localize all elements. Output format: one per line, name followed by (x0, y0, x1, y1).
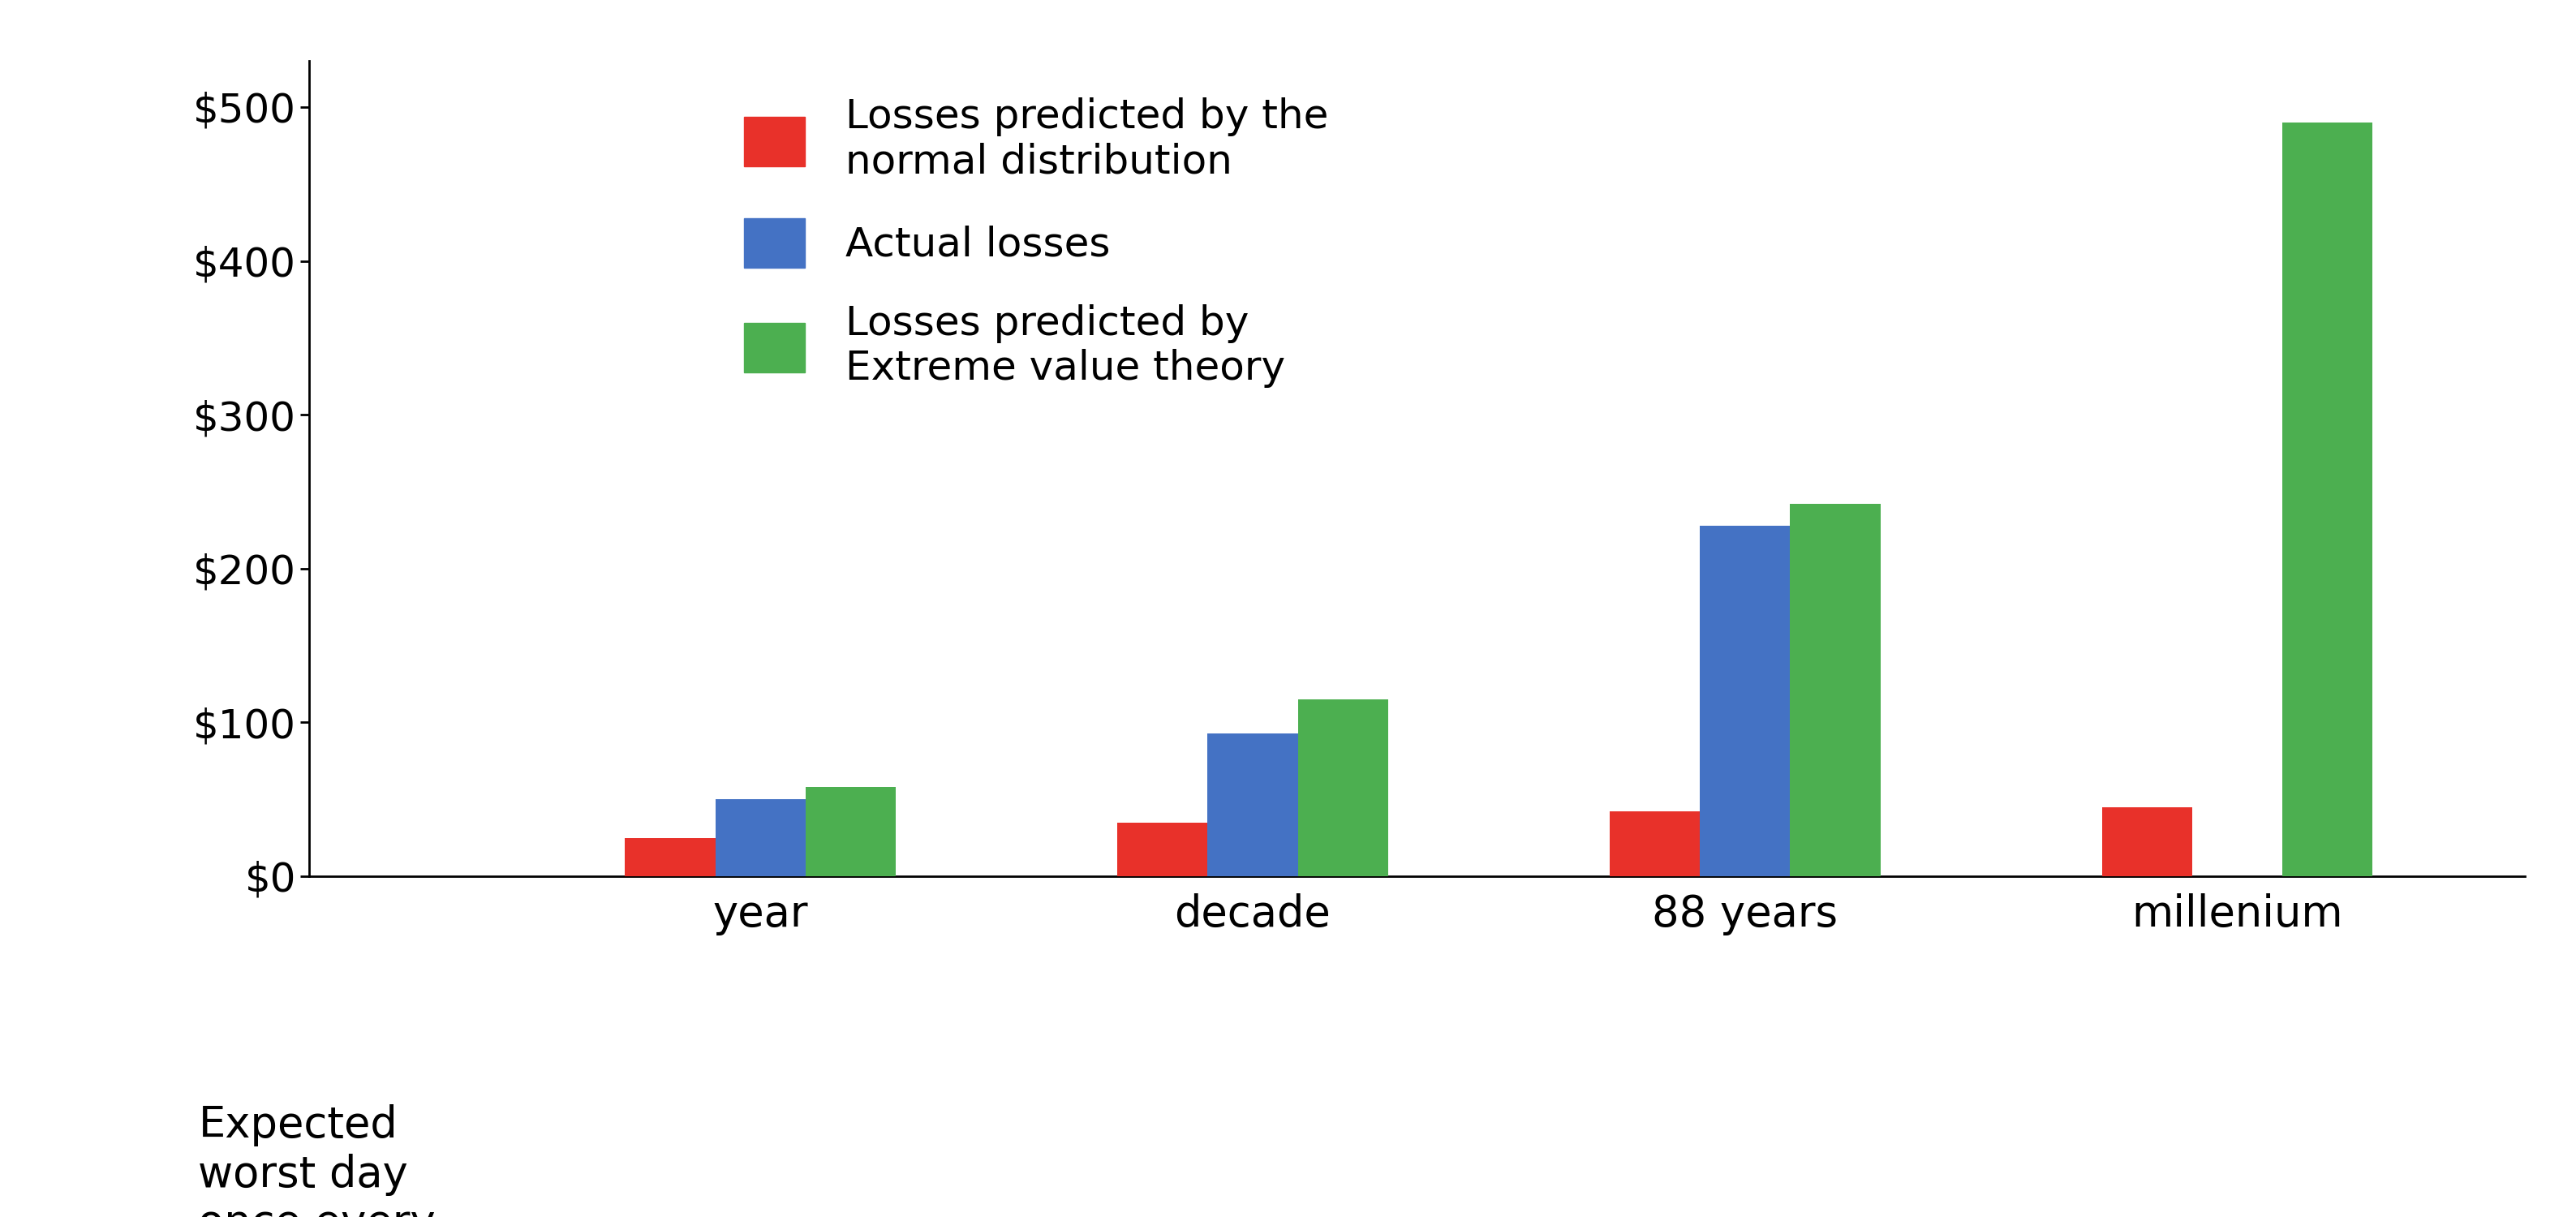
Bar (626, 837, 716, 876)
Bar (716, 800, 806, 876)
Text: Expected
worst day
once every: Expected worst day once every (198, 1105, 435, 1217)
Bar (1118, 823, 1208, 876)
Bar (1700, 526, 1790, 876)
Bar (1208, 733, 1298, 876)
Bar (1298, 700, 1388, 876)
Bar (806, 787, 896, 876)
Bar (2102, 807, 2192, 876)
Legend: Losses predicted by the
normal distribution, Actual losses, Losses predicted by
: Losses predicted by the normal distribut… (729, 82, 1345, 404)
Bar (1610, 812, 1700, 876)
Bar (1790, 504, 1880, 876)
Bar (2282, 123, 2372, 876)
